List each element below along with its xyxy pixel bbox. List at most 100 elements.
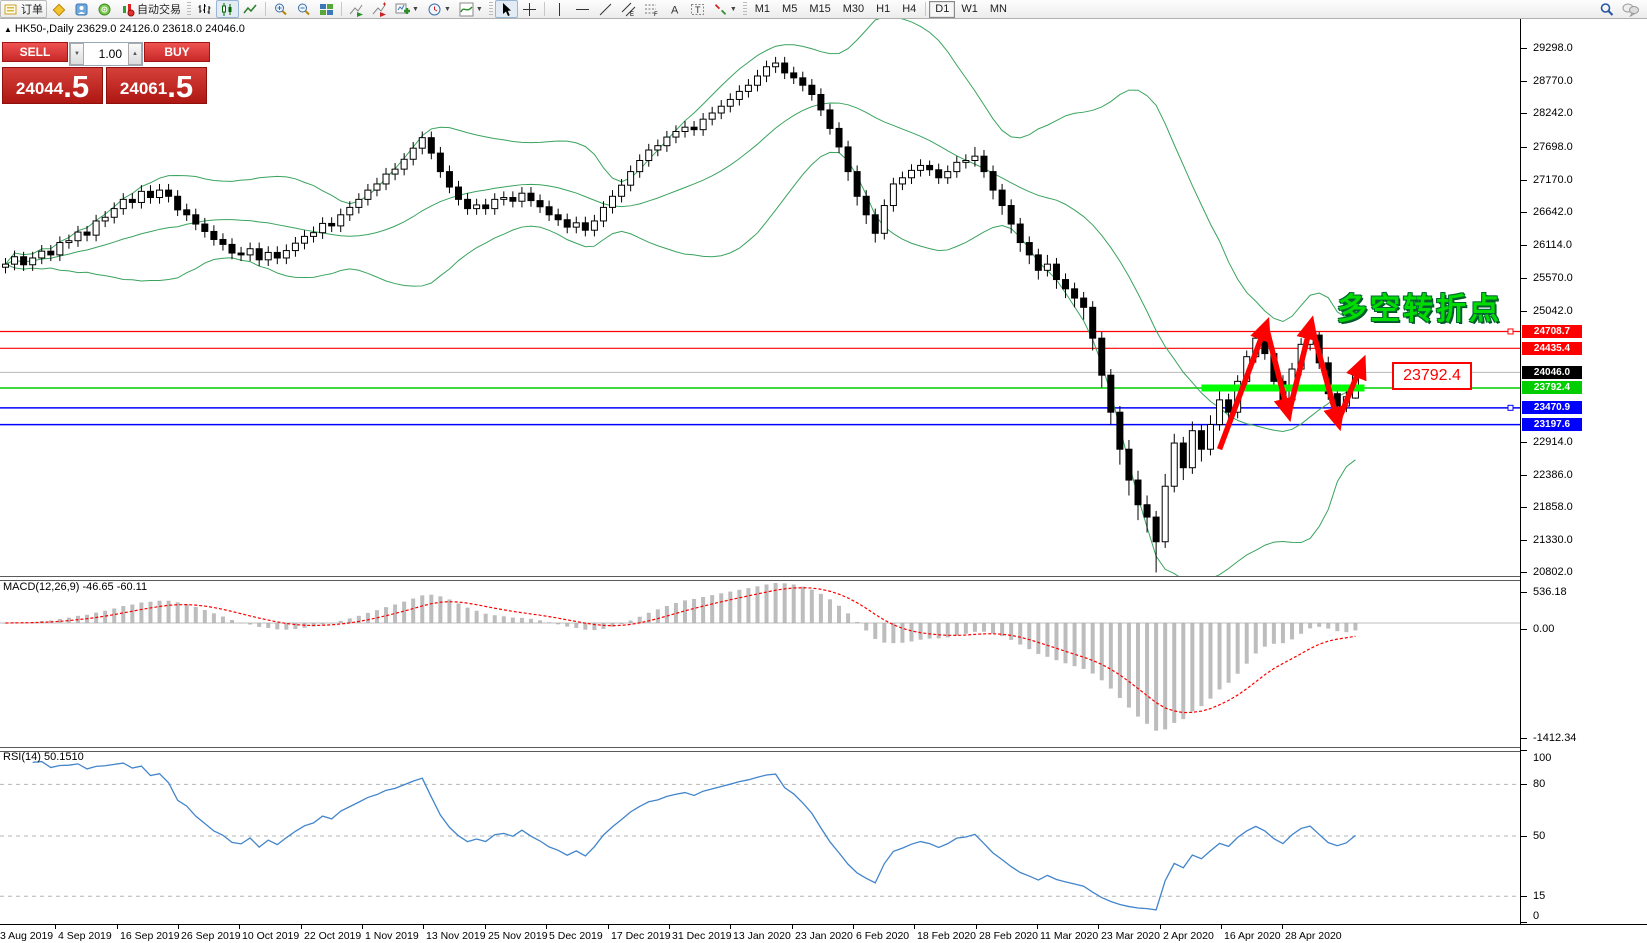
turning-point-annotation[interactable]: 多空转折点 [1337, 293, 1502, 326]
date-tick [976, 925, 977, 929]
macd-axis-label: 536.18 [1533, 586, 1567, 598]
buy-button[interactable]: BUY [144, 42, 210, 62]
candle-body [1188, 430, 1196, 469]
candle-body [1216, 399, 1224, 426]
buy-price-panel[interactable]: 24061.5 [106, 67, 207, 104]
toolbar-separator [543, 2, 545, 16]
candle-body [445, 171, 453, 188]
autotrading-button[interactable]: 自动交易 [116, 0, 185, 18]
signals-button[interactable] [93, 0, 116, 18]
macd-bar [374, 610, 379, 623]
macd-bar [755, 586, 760, 623]
macd-bar [338, 620, 343, 623]
candle-body [137, 190, 145, 203]
chart-shift-button[interactable] [368, 0, 391, 18]
sell-price-main: 24044 [15, 79, 64, 98]
timeframe-button-m15[interactable]: M15 [809, 3, 831, 15]
toolbar-separator [265, 2, 266, 16]
sell-button[interactable]: SELL [2, 42, 68, 62]
macd-bar [701, 596, 706, 623]
chat-bubbles-icon [1622, 2, 1639, 17]
price-box-annotation[interactable]: 23792.4 [1392, 362, 1472, 390]
volume-control: ▼ 1.00 ▲ [69, 42, 143, 66]
candle-body [174, 195, 182, 211]
indicators-button[interactable]: ▼ [455, 0, 487, 18]
channel-tool-button[interactable]: E [617, 0, 640, 18]
date-label: 18 Feb 2020 [917, 930, 976, 942]
macd-bar [583, 623, 588, 630]
candle-body [1107, 374, 1115, 413]
macd-bar [746, 588, 751, 623]
pane-splitter[interactable] [0, 576, 1520, 581]
line-chart-icon [243, 2, 258, 17]
macd-bar [157, 600, 162, 623]
text-tool-button[interactable]: A [663, 0, 686, 18]
metaeditor-button[interactable] [47, 0, 70, 18]
date-axis[interactable]: 3 Aug 2019 4 Sep 2019 16 Sep 2019 26 Sep 20… [0, 924, 1647, 943]
macd-bar [1271, 623, 1276, 644]
price-axis[interactable]: 29298.0 28770.0 28242.0 27698.0 27170.0 26642… [1520, 18, 1647, 924]
crosshair-tool-button[interactable] [518, 0, 541, 18]
auto-scroll-button[interactable] [345, 0, 368, 18]
price-line-chip: 23792.4 [1522, 381, 1582, 395]
tile-windows-button[interactable] [315, 0, 338, 18]
main-chart-canvas[interactable] [0, 18, 1520, 576]
candle-body [2, 263, 9, 268]
volume-decrease-button[interactable]: ▼ [70, 43, 84, 65]
candle-body [545, 206, 553, 216]
zoom-out-button[interactable] [292, 0, 315, 18]
rsi-pane-canvas[interactable] [0, 750, 1520, 924]
volume-increase-button[interactable]: ▲ [128, 43, 142, 65]
volume-input[interactable]: 1.00 [98, 47, 122, 61]
zoom-in-button[interactable] [269, 0, 292, 18]
fibonacci-tool-button[interactable]: F [640, 0, 663, 18]
candle-body [491, 198, 499, 210]
candle-body [935, 169, 943, 179]
candle-body [1225, 399, 1233, 413]
timeframe-button-m30[interactable]: M30 [842, 3, 865, 15]
candlestick-chart-button[interactable] [216, 0, 239, 18]
candle-body [183, 209, 191, 216]
macd-bar [764, 584, 769, 623]
macd-bar [1262, 623, 1267, 647]
timeframe-button-h1[interactable]: H1 [876, 3, 891, 15]
macd-bar [782, 583, 787, 623]
trend-arrow [1287, 315, 1318, 409]
hline-anchor [1507, 404, 1514, 411]
candle-body [65, 240, 73, 244]
candle-body [790, 72, 798, 79]
svg-text:E: E [630, 12, 634, 17]
vertical-line-tool-button[interactable] [548, 0, 571, 18]
arrows-tool-button[interactable]: ▼ [709, 0, 741, 18]
timeframe-button-m1[interactable]: M1 [754, 3, 771, 15]
timeframe-button-h4[interactable]: H4 [902, 3, 917, 15]
horizontal-line-tool-button[interactable] [571, 0, 594, 18]
search-button[interactable] [1595, 0, 1618, 18]
text-label-tool-button[interactable]: T [686, 0, 709, 18]
trendline-tool-button[interactable] [594, 0, 617, 18]
timeframe-button-w1[interactable]: W1 [961, 3, 978, 15]
timeframe-button-d1[interactable]: D1 [929, 0, 956, 18]
new-chart-button[interactable]: ▼ [391, 0, 423, 18]
crosshair-icon [522, 2, 537, 17]
candle-body [590, 220, 598, 231]
periods-button[interactable]: ▼ [423, 0, 455, 18]
pane-splitter[interactable] [0, 747, 1520, 752]
bar-chart-button[interactable] [193, 0, 216, 18]
candle-body [980, 155, 988, 173]
line-chart-button[interactable] [239, 0, 262, 18]
macd-pane-canvas[interactable] [0, 579, 1520, 747]
candle-body [618, 184, 626, 197]
timeframe-button-mn[interactable]: MN [989, 3, 1007, 15]
macd-bar [211, 613, 216, 623]
macd-axis-label: 0.00 [1533, 623, 1555, 635]
journal-button[interactable] [70, 0, 93, 18]
new-order-button[interactable]: 订单 [0, 0, 47, 18]
candle-body [708, 112, 716, 120]
sell-price-panel[interactable]: 24044.5 [2, 67, 103, 104]
timeframe-button-m5[interactable]: M5 [782, 3, 798, 15]
chat-button[interactable] [1618, 0, 1641, 18]
candle-body [1052, 263, 1060, 281]
candle-body [654, 145, 662, 151]
cursor-tool-button[interactable] [494, 0, 518, 18]
